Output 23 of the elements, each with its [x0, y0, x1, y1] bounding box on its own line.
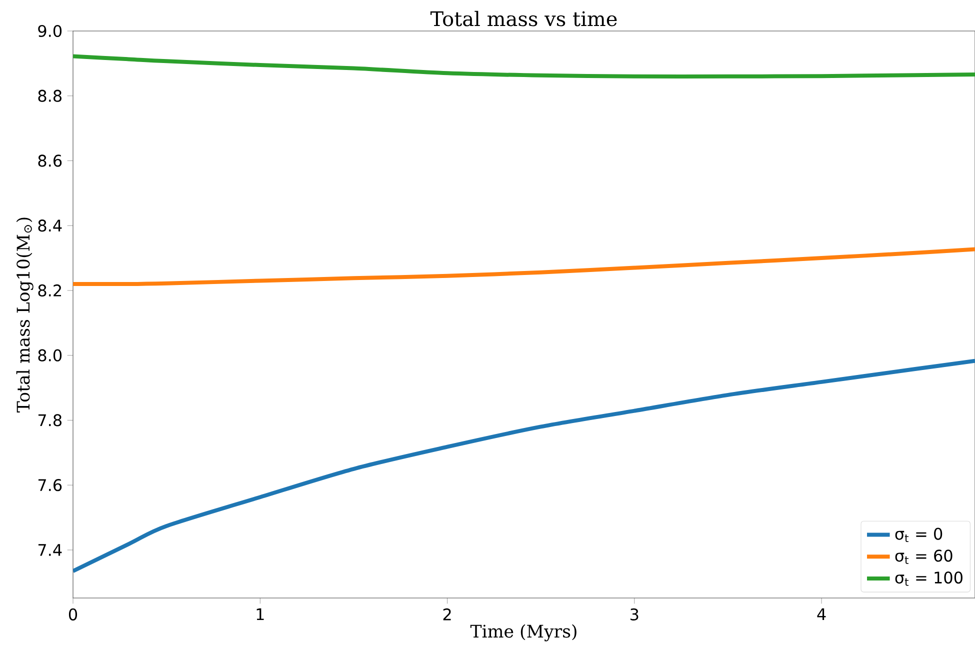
line-series — [73, 247, 975, 286]
x-tick-label: 1 — [256, 608, 264, 620]
y-tick-label: 8.6 — [38, 154, 62, 167]
legend-label: σ$_{t}$ = 100 — [895, 572, 962, 586]
y-tick-label: 8.0 — [38, 349, 62, 362]
y-axis-title: Total mass Log10(M$_{⊙}$) — [16, 218, 34, 412]
y-tick-label: 9.0 — [38, 24, 62, 38]
y-tick-label: 8.2 — [38, 284, 61, 297]
y-tick-label: 7.8 — [38, 414, 62, 426]
x-tick-label: 4 — [817, 608, 826, 620]
chart-title: Total mass vs time — [430, 10, 617, 26]
y-tick-label: 8.8 — [38, 90, 62, 102]
y-tick-label: 8.4 — [38, 220, 62, 232]
y-tick-label: 7.4 — [38, 544, 62, 556]
line-series — [73, 54, 975, 78]
x-tick-label: 2 — [443, 608, 451, 620]
y-tick-label: 7.6 — [38, 479, 62, 492]
x-tick-label: 0 — [68, 608, 78, 620]
x-tick-label: 3 — [630, 608, 638, 620]
legend-label: σ$_{t}$ = 60 — [895, 550, 952, 564]
legend-label: σ$_{t}$ = 0 — [895, 528, 942, 542]
line-series — [73, 358, 975, 574]
x-axis-title: Time (Myrs) — [470, 624, 576, 642]
